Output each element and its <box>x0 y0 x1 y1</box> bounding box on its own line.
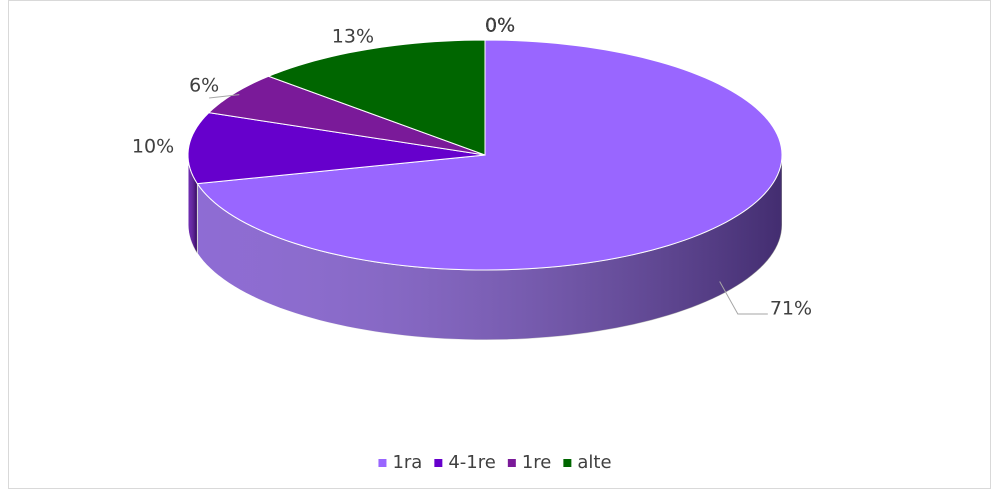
data-label: 6% <box>189 74 219 96</box>
legend-label: 4-1re <box>448 452 495 473</box>
data-label: 0% <box>485 15 515 37</box>
slice-side-shade <box>188 155 198 254</box>
legend-label: 1re <box>522 452 552 473</box>
data-label: 0% <box>485 15 515 37</box>
legend-swatch <box>378 459 387 467</box>
data-label: 10% <box>132 135 174 157</box>
legend-swatch <box>507 459 516 467</box>
legend-swatch <box>563 459 572 467</box>
slice <box>207 75 486 156</box>
slice <box>267 39 486 156</box>
data-label: 13% <box>332 25 374 47</box>
leader-line <box>209 94 240 99</box>
data-label: 71% <box>770 297 812 319</box>
slice-side-shade <box>197 155 782 340</box>
legend: 1ra 4-1re 1re alte <box>378 452 612 473</box>
legend-label: 1ra <box>392 452 422 473</box>
legend-swatch <box>434 459 443 467</box>
slice <box>196 39 783 271</box>
leader-line <box>719 281 768 315</box>
legend-label: alte <box>577 452 611 473</box>
data-label: 0% <box>485 15 515 37</box>
slice <box>187 112 486 185</box>
data-label: 0% <box>485 15 515 37</box>
